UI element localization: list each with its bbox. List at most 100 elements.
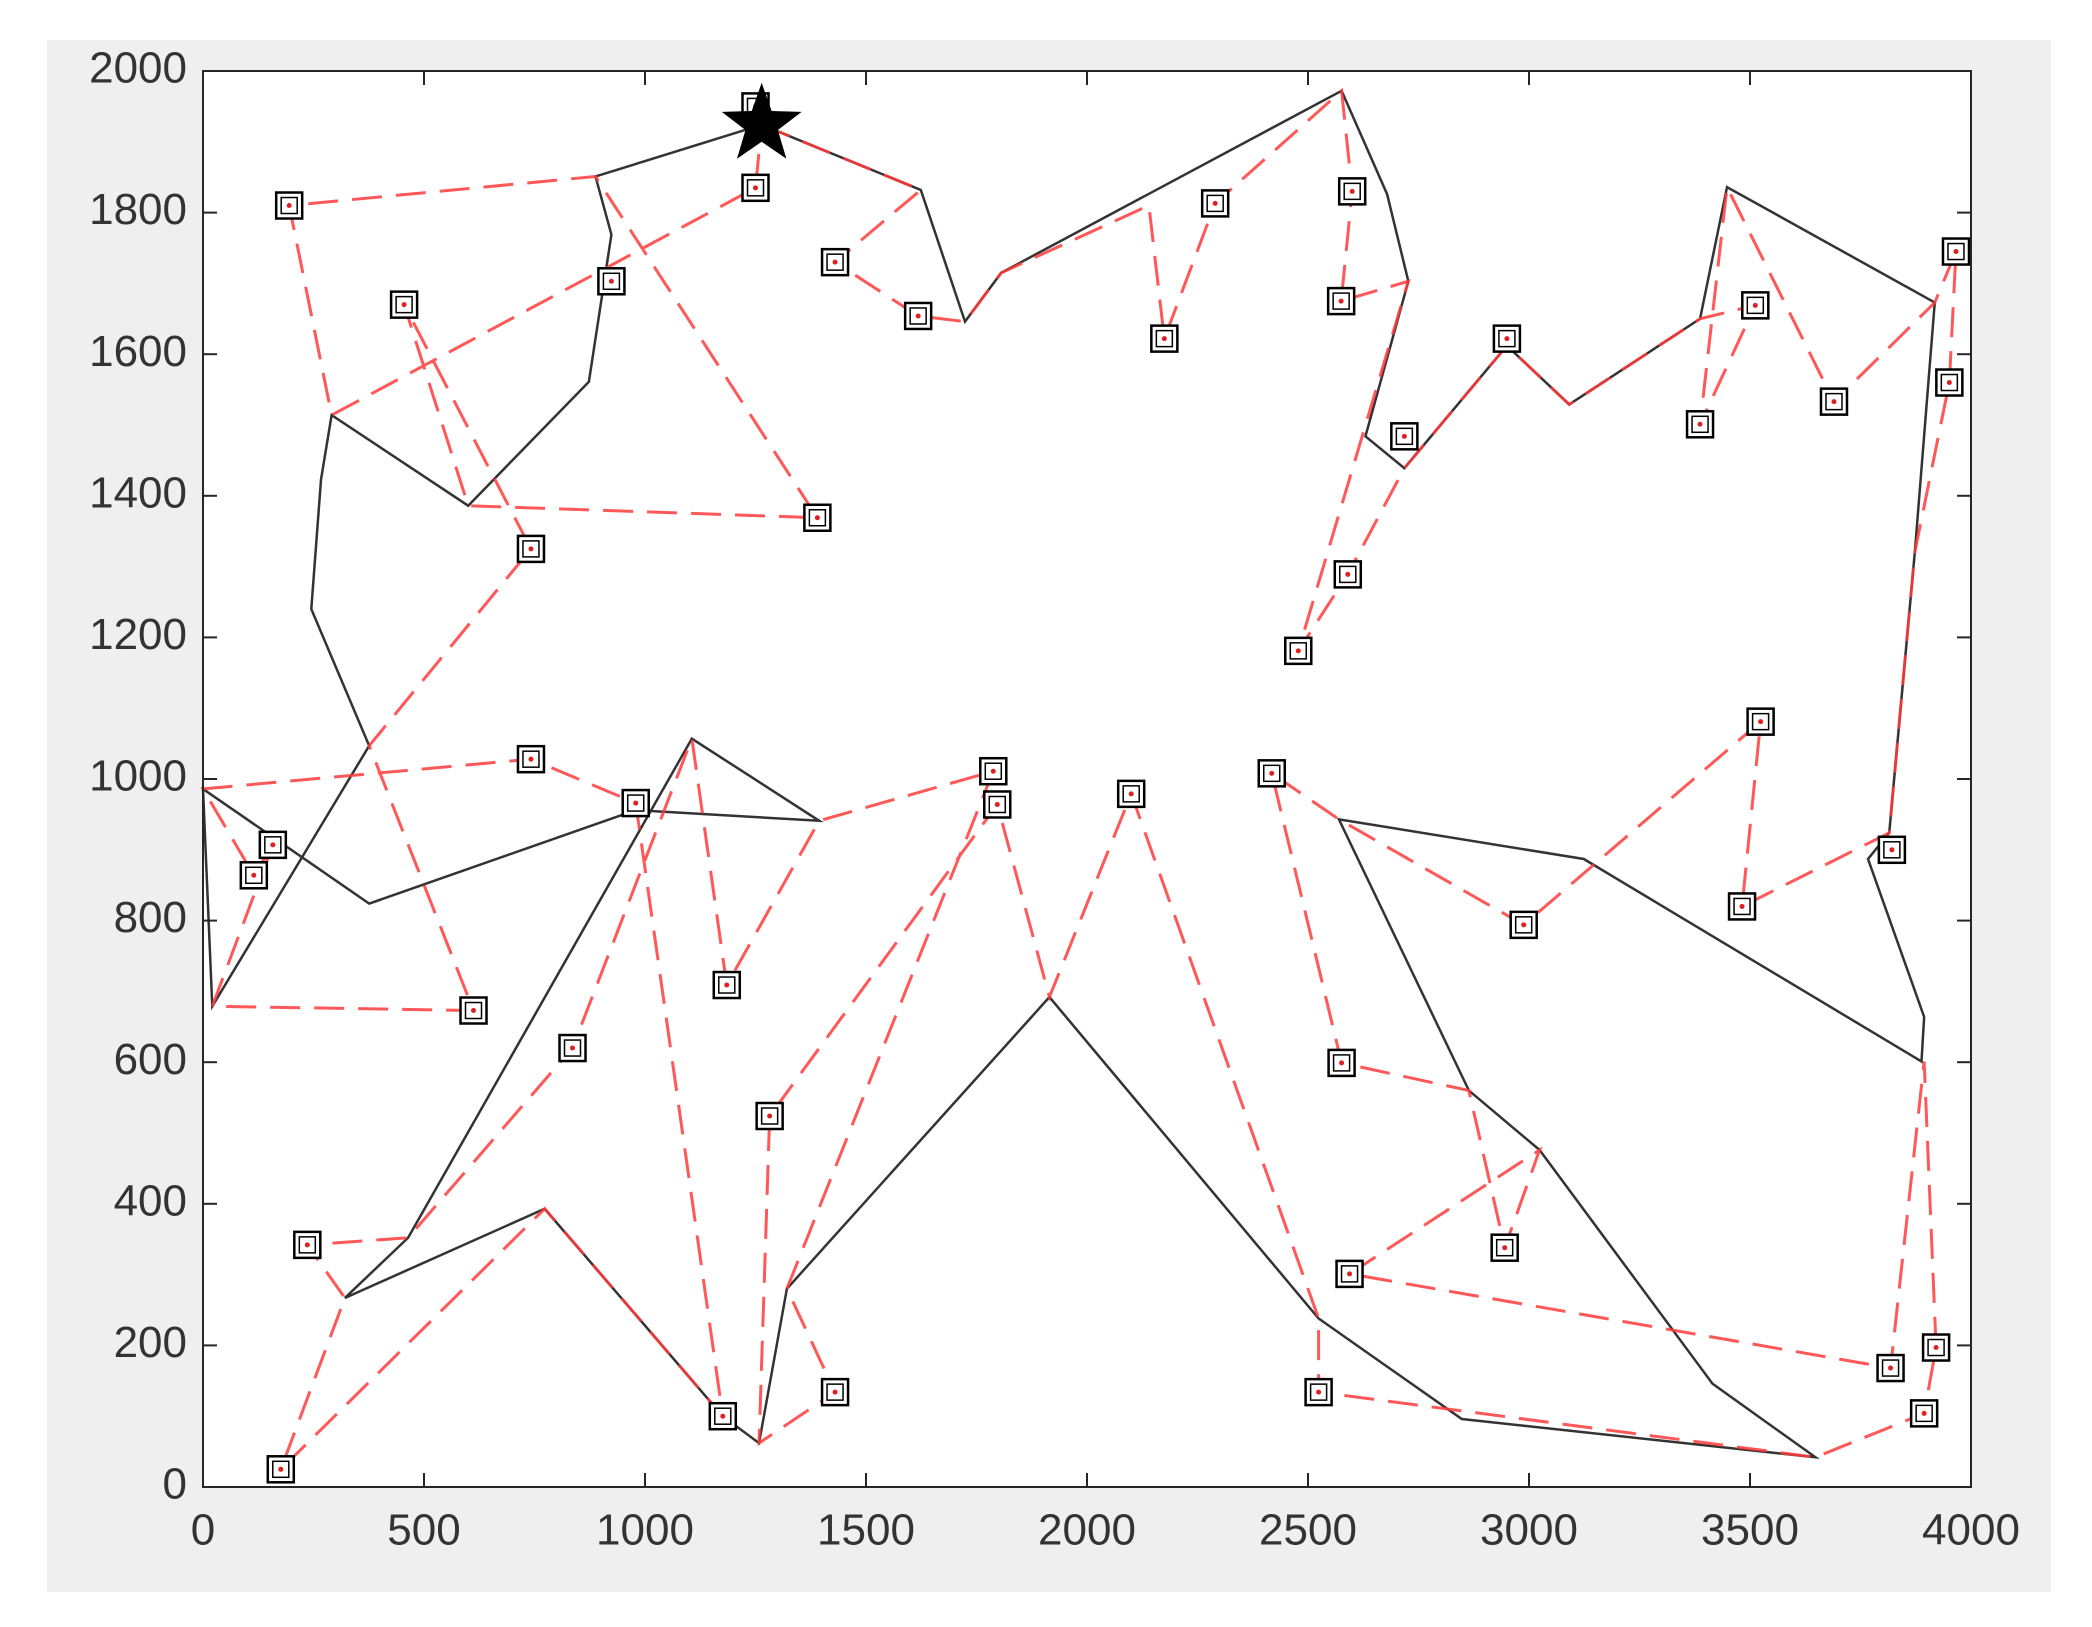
node-dot [1347,1271,1353,1277]
node-inner [1514,916,1533,934]
start-star [721,82,802,159]
node-dot [1339,1060,1345,1066]
node-inner [826,253,844,271]
node-inner [1122,785,1140,803]
node-dot [832,259,838,265]
node-dot [1739,903,1745,909]
node-inner [714,1407,732,1425]
node-inner [395,295,413,314]
node-inner [1332,292,1350,310]
y-tick-label: 1200 [89,610,187,659]
y-tick-label: 400 [114,1176,187,1225]
node-inner [280,196,298,215]
node-dot [1338,298,1344,304]
node-inner [264,836,282,854]
y-tick-label: 800 [114,893,187,942]
y-tick-label: 1000 [89,752,187,801]
node-inner [1498,329,1516,348]
x-tick-label: 2000 [1038,1506,1136,1555]
node-inner [245,866,263,885]
node-inner [808,508,827,527]
node-dot [1946,380,1952,386]
node-inner [1289,642,1308,660]
node-dot [1888,1365,1894,1371]
node-dot [767,1113,773,1119]
node-inner [602,272,621,291]
node-dot [1295,648,1301,654]
y-tick-label: 1800 [89,185,187,234]
node-dot [1161,336,1167,342]
node-dot [1349,188,1355,194]
node-dot [251,872,257,878]
x-tick-label: 500 [387,1506,460,1555]
node-dot [1504,336,1510,342]
node-dot [278,1466,284,1472]
y-tick-label: 200 [114,1318,187,1367]
node-dot [990,768,996,774]
node-inner [1332,1054,1351,1072]
node-inner [1947,242,1965,261]
node-inner [826,1383,844,1401]
node-inner [1155,329,1174,348]
node-inner [1881,1359,1900,1377]
node-dot [1953,249,1959,255]
node-inner [1395,427,1414,446]
node-dot [1758,719,1764,725]
node-dot [1697,421,1703,427]
marks [200,82,1971,1484]
node-dot [1921,1410,1927,1416]
node-inner [1825,392,1843,411]
y-tick-label: 0 [163,1460,187,1509]
node-dot [304,1242,310,1248]
y-tick-label: 1600 [89,327,187,376]
node-dot [1401,433,1407,439]
node-dot [915,313,921,319]
node-inner [1495,1238,1514,1257]
x-tick-label: 4000 [1922,1506,2020,1555]
node-inner [1206,194,1224,213]
node-dot [1933,1345,1939,1351]
node-dot [471,1008,477,1014]
node-inner [464,1001,483,1020]
node-dot [1831,399,1837,405]
node-inner [1883,841,1901,859]
plot-area [203,71,1971,1487]
node-inner [272,1460,290,1479]
node-inner [718,976,736,994]
x-tick-label: 3500 [1701,1506,1799,1555]
node-dot [720,1413,726,1419]
node-dot [724,982,730,988]
node-dot [608,278,614,284]
node-dot [570,1045,576,1051]
node-inner [988,795,1007,814]
node-inner [1915,1404,1933,1423]
node-inner [1340,1265,1359,1283]
node-dot [286,203,292,209]
node-inner [522,750,540,768]
node-inner [984,762,1003,780]
node-dot [1128,791,1134,797]
node-inner [1751,712,1770,731]
node-inner [1691,415,1709,434]
node-dot [270,842,276,848]
node-dot [1345,571,1351,577]
node-inner [626,794,645,812]
node-dot [1521,922,1527,928]
node-inner [1733,897,1751,916]
node-inner [1263,764,1281,783]
node-inner [1940,373,1959,392]
node-dot [1752,302,1758,308]
x-tick-label: 1000 [596,1506,694,1555]
node-dot [401,302,407,308]
node-dot [1269,770,1275,776]
node-dot [1502,1245,1508,1251]
x-tick-label: 1500 [817,1506,915,1555]
node-inner [746,179,765,197]
y-tick-label: 1400 [89,468,187,517]
node-inner [1746,296,1765,315]
x-tick-label: 2500 [1259,1506,1357,1555]
node-inner [1927,1338,1945,1357]
node-dot [1889,847,1895,853]
node-dot [814,515,820,521]
